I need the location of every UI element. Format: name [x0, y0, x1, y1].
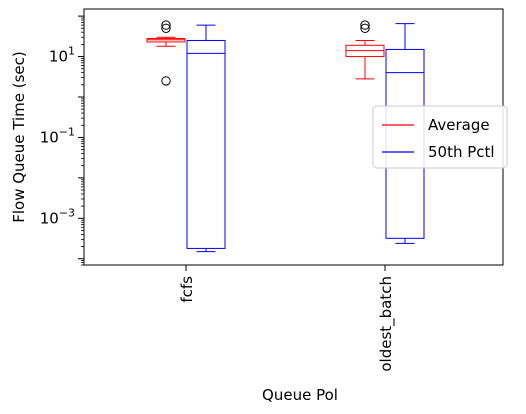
flier-average-oldest-batch-0	[360, 23, 370, 33]
legend-label-50th-pctl: 50th Pctl	[428, 143, 495, 161]
y-tick-label-base: 10	[49, 48, 68, 66]
y-tick-label: 10−3	[40, 206, 75, 227]
flier-average-oldest-batch-1	[360, 20, 370, 30]
legend: Average 50th Pctl	[372, 105, 508, 169]
iqr-box-50th-pctl-fcfs	[186, 39, 226, 249]
y-tick-label: 10−1	[40, 125, 75, 146]
legend-label-average: Average	[428, 116, 490, 134]
y-tick-label: 101	[49, 45, 75, 66]
x-tick-label-oldest-batch: oldest_batch	[377, 276, 396, 372]
x-axis-label: Queue Pol	[262, 386, 338, 404]
x-tick-label-fcfs: fcfs	[178, 276, 196, 303]
y-tick-label-base: 10	[40, 128, 59, 146]
y-tick-label-exponent: 1	[68, 45, 75, 58]
flier-average-fcfs-2	[161, 20, 171, 30]
box-average-fcfs	[146, 20, 186, 86]
box-average-oldest-batch	[345, 20, 385, 80]
y-tick-label-exponent: −1	[59, 125, 75, 138]
y-tick-label-exponent: −3	[59, 206, 75, 219]
y-axis-label: Flow Queue Time (sec)	[10, 51, 28, 223]
y-tick-label-base: 10	[40, 209, 59, 227]
flier-average-fcfs-0	[161, 76, 171, 86]
box-50th-pctl-fcfs	[186, 24, 226, 253]
flier-average-fcfs-1	[161, 23, 171, 33]
